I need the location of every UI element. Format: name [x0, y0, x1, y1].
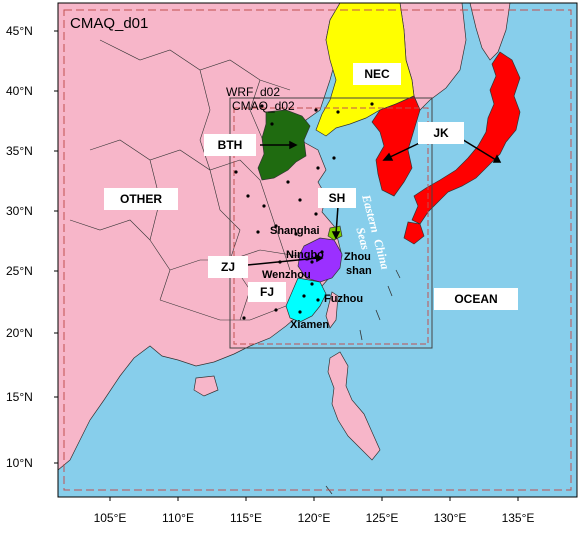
lon-label: 135°E: [502, 511, 535, 525]
label-box-nec: NEC: [353, 63, 401, 85]
jk-label: JK: [433, 126, 449, 140]
city-fuzhou: Fuzhou: [324, 293, 363, 305]
outer-dashed-frame: [63, 9, 572, 491]
lat-label: 15°N: [6, 390, 33, 404]
lon-label: 110°E: [162, 511, 194, 525]
wrf-d02-box: [229, 97, 433, 349]
map-title: CMAQ_d01: [70, 15, 148, 32]
cmaq-d02-box: [233, 107, 429, 345]
other-label: OTHER: [120, 192, 162, 206]
lon-label: 130°E: [434, 511, 467, 525]
sh-label: SH: [329, 191, 346, 205]
zj-label: ZJ: [221, 260, 235, 274]
lon-labels: 105°E 110°E 115°E 120°E 125°E 130°E 135°…: [94, 511, 535, 525]
city-shanghai: Shanghai: [270, 225, 320, 237]
label-box-ocean: OCEAN: [434, 288, 518, 310]
label-box-other: OTHER: [104, 188, 178, 210]
philippines-land: [327, 351, 381, 461]
wrf-d02-label: WRF_d02: [226, 85, 280, 99]
cmaq-d02-label: CMAQ_d02: [232, 99, 295, 113]
city-ningbo: Ningbo: [286, 249, 324, 261]
label-box-jk: JK: [418, 122, 464, 144]
hainan-land: [193, 375, 219, 397]
lat-label: 35°N: [6, 144, 33, 158]
lat-label: 25°N: [6, 264, 33, 278]
lat-label: 10°N: [6, 456, 33, 470]
lat-label: 45°N: [6, 24, 33, 38]
lat-label: 40°N: [6, 84, 33, 98]
label-box-bth: BTH: [204, 134, 256, 156]
city-shan: shan: [346, 265, 372, 277]
lon-label: 120°E: [298, 511, 331, 525]
kyushu-region: [403, 221, 425, 245]
bth-label: BTH: [218, 138, 243, 152]
fj-region: [285, 277, 327, 323]
sea-name-word: Seas: [353, 226, 372, 252]
corner-land: [469, 2, 511, 61]
map-frame: [57, 2, 578, 498]
lon-label: 125°E: [366, 511, 399, 525]
nec-label: NEC: [364, 67, 390, 81]
lat-ticks: [54, 30, 58, 464]
lon-ticks: [109, 497, 519, 501]
korea-region: [371, 95, 421, 197]
fj-label: FJ: [260, 285, 274, 299]
label-box-fj: FJ: [248, 282, 286, 302]
lat-label: 30°N: [6, 204, 33, 218]
city-xiamen: Xiamen: [290, 319, 329, 331]
city-zhou: Zhou: [344, 251, 371, 263]
lat-labels: 45°N 40°N 35°N 30°N 25°N 20°N 15°N 10°N: [6, 24, 33, 470]
city-wenzhou: Wenzhou: [262, 269, 311, 281]
label-box-zj: ZJ: [208, 256, 248, 278]
lat-label: 20°N: [6, 326, 33, 340]
japan-region: [411, 51, 521, 225]
lon-label: 105°E: [94, 511, 127, 525]
taiwan-land: [325, 291, 339, 329]
label-box-sh: SH: [318, 188, 356, 208]
lon-label: 115°E: [230, 511, 262, 525]
ocean-label: OCEAN: [454, 292, 497, 306]
